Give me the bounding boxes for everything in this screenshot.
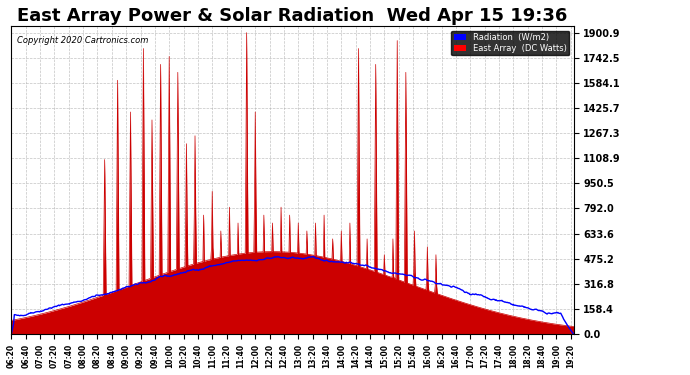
Title: East Array Power & Solar Radiation  Wed Apr 15 19:36: East Array Power & Solar Radiation Wed A… <box>17 7 568 25</box>
Legend: Radiation  (W/m2), East Array  (DC Watts): Radiation (W/m2), East Array (DC Watts) <box>451 31 569 56</box>
Text: Copyright 2020 Cartronics.com: Copyright 2020 Cartronics.com <box>17 36 148 45</box>
